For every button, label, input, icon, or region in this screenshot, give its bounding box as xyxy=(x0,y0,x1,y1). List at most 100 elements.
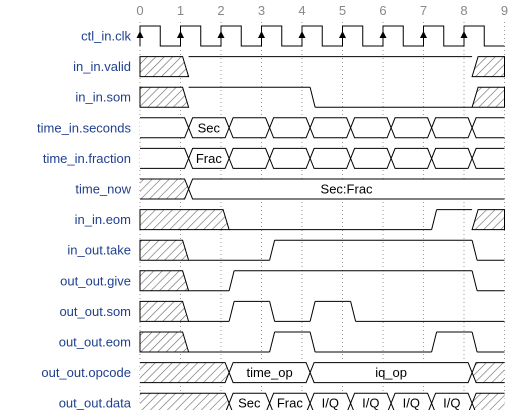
signal-transition xyxy=(228,270,235,291)
waveform-area: Sec Frac Sec:Frac time_op iq_op Sec Frac I/Q I/Q… xyxy=(136,25,505,410)
signal-transition xyxy=(431,331,438,353)
bus-value-label: Frac xyxy=(277,396,304,410)
signal-transition xyxy=(269,240,276,261)
undefined-region xyxy=(471,209,505,231)
cycle-number: 0 xyxy=(136,3,143,18)
signal-row xyxy=(139,300,505,322)
bus-value-label: time_op xyxy=(246,365,292,380)
cycle-number: 9 xyxy=(501,3,508,18)
undefined-region xyxy=(471,86,505,108)
undefined-region xyxy=(471,56,505,78)
undefined-region xyxy=(139,56,190,78)
signal-row xyxy=(139,209,505,231)
rising-edge-arrow xyxy=(420,31,427,38)
cycle-number: 7 xyxy=(420,3,427,18)
cycle-number: 8 xyxy=(460,3,467,18)
signal-transition xyxy=(269,301,276,322)
cycle-number: 3 xyxy=(258,3,265,18)
bus-value-label: I/Q xyxy=(403,396,420,410)
bus-value xyxy=(309,117,352,139)
cycle-number: 4 xyxy=(298,3,305,18)
signal-row: Sec Frac I/Q I/Q I/Q I/Q xyxy=(140,392,505,410)
signal-row: Sec:Frac xyxy=(140,178,505,200)
bus-value-label: I/Q xyxy=(362,396,379,410)
bus-value-label: Sec xyxy=(198,120,221,135)
rising-edge-arrow xyxy=(460,31,468,38)
signal-name: time_in.seconds xyxy=(37,120,131,135)
signal-row xyxy=(139,270,505,292)
signal-row xyxy=(139,56,505,78)
signal-name: out_out.data xyxy=(59,396,132,410)
undefined-region xyxy=(140,392,230,410)
rising-edge-arrow xyxy=(298,31,306,38)
signal-row xyxy=(139,331,505,353)
undefined-region xyxy=(139,270,190,292)
signal-name: time_in.fraction xyxy=(43,151,131,166)
cycle-number: 6 xyxy=(379,3,386,18)
rising-edge-arrow xyxy=(379,31,387,38)
signal-name: out_out.som xyxy=(59,304,131,319)
undefined-region xyxy=(139,86,190,108)
cycle-number: 2 xyxy=(217,3,224,18)
signal-name: in_out.take xyxy=(67,243,131,258)
rising-edge-arrow xyxy=(258,31,265,38)
undefined-region xyxy=(471,392,505,410)
undefined-region xyxy=(139,300,190,322)
bus-value xyxy=(228,147,271,169)
bus-value-label: iq_op xyxy=(375,365,407,380)
bus-value xyxy=(390,147,433,169)
rising-edge-arrow xyxy=(136,31,144,38)
signal-row xyxy=(139,239,505,261)
signal-name: out_out.give xyxy=(60,273,131,288)
signal-name: in_in.som xyxy=(75,90,131,105)
signal-transition xyxy=(309,87,316,108)
signal-name-column: ctl_in.clk in_in.valid in_in.som time_in.se… xyxy=(37,29,132,410)
bus-value xyxy=(188,178,505,200)
clock-waveform xyxy=(139,25,505,47)
bus-value xyxy=(350,147,392,169)
cycle-number-row: 0 1 2 3 4 5 6 7 8 9 xyxy=(136,3,508,18)
cycle-number: 5 xyxy=(339,3,346,18)
signal-name: in_in.valid xyxy=(73,59,131,74)
signal-row: Sec xyxy=(140,117,505,139)
signal-name: ctl_in.clk xyxy=(81,29,131,44)
bus-value xyxy=(471,117,505,139)
signal-name: time_now xyxy=(75,182,131,197)
signal-name: out_out.eom xyxy=(59,335,131,350)
bus-value xyxy=(140,147,190,169)
bus-value xyxy=(269,117,311,139)
cycle-number: 1 xyxy=(177,3,184,18)
undefined-region xyxy=(139,209,230,231)
signal-transition xyxy=(471,270,478,291)
signal-row: time_op iq_op xyxy=(140,362,505,384)
undefined-region xyxy=(140,178,190,200)
bus-value xyxy=(228,117,271,139)
bus-value xyxy=(309,147,352,169)
bus-value-label: Sec xyxy=(238,396,261,410)
signal-transition xyxy=(269,331,276,353)
signal-transition xyxy=(309,301,316,322)
signal-transition xyxy=(350,301,357,322)
rising-edge-arrow xyxy=(177,31,184,38)
rising-edge-arrow xyxy=(339,31,346,38)
bus-value xyxy=(350,117,392,139)
undefined-region xyxy=(471,362,505,384)
bus-value xyxy=(471,147,505,169)
bus-value-label: Frac xyxy=(196,151,223,166)
undefined-region xyxy=(140,362,230,384)
undefined-region xyxy=(139,331,190,353)
signal-transition xyxy=(228,301,235,322)
bus-value-label: Sec:Frac xyxy=(321,182,374,197)
signal-transition xyxy=(309,331,316,353)
bus-value xyxy=(140,117,190,139)
signal-row: Frac xyxy=(140,147,505,169)
signal-name: out_out.opcode xyxy=(41,365,131,380)
bus-value-label: I/Q xyxy=(443,396,460,410)
bus-value-label: I/Q xyxy=(322,396,339,410)
signal-transition xyxy=(471,331,478,353)
bus-value xyxy=(431,147,473,169)
rising-edge-arrow xyxy=(217,31,225,38)
bus-value xyxy=(269,147,311,169)
signal-transition xyxy=(431,209,438,230)
